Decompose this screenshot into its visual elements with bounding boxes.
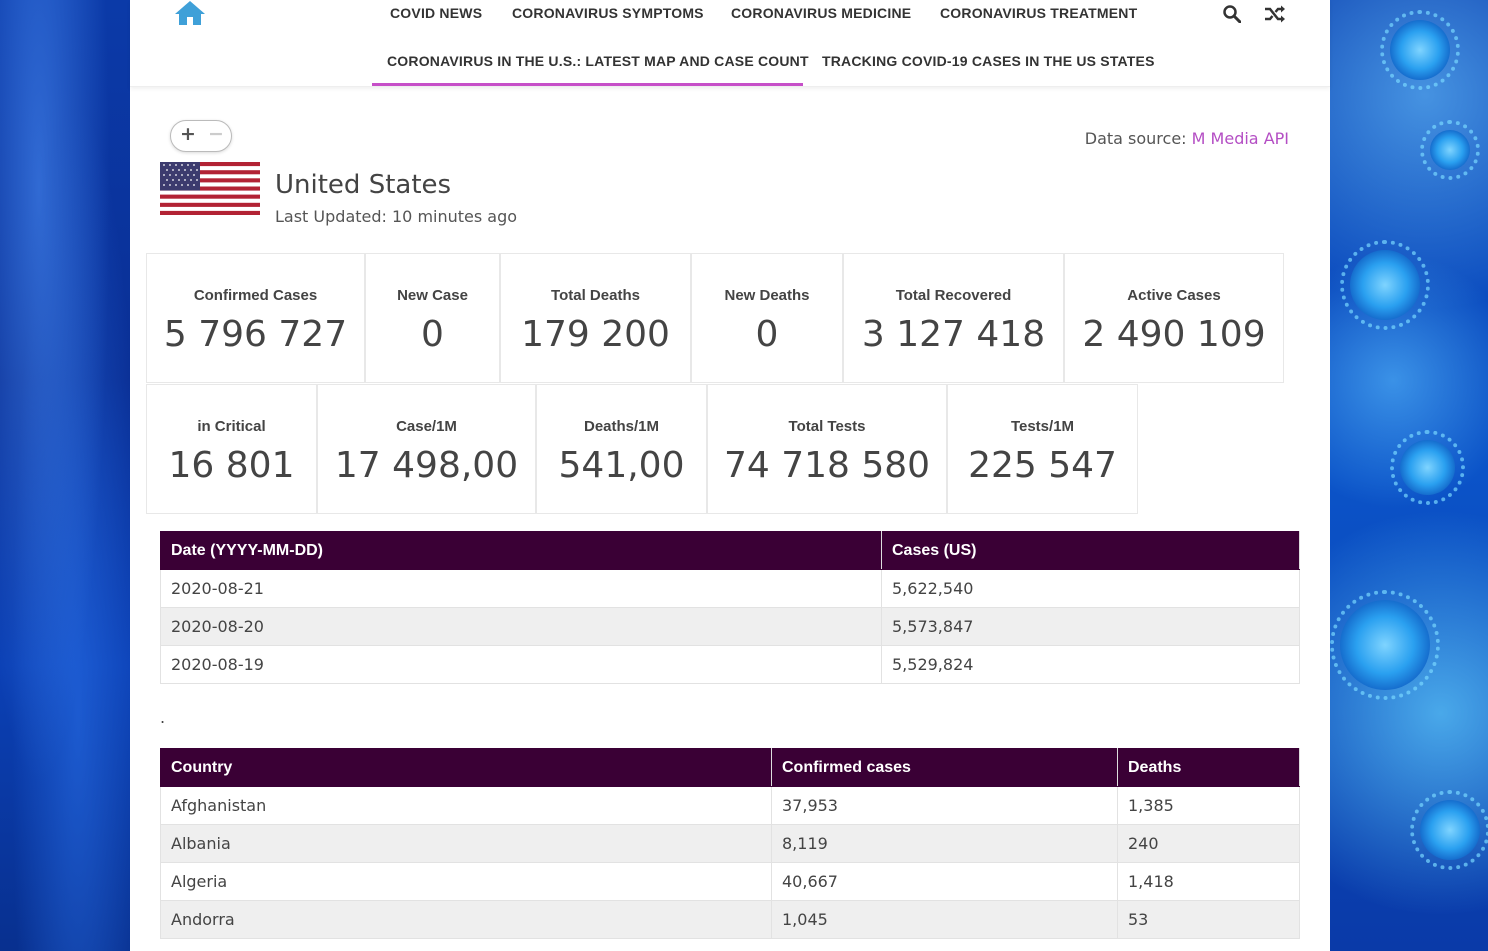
stat-value: 5 796 727 <box>163 314 348 355</box>
map-zoom-control: + − <box>170 120 232 152</box>
table-row: 2020-08-20 5,573,847 <box>160 607 1300 646</box>
stat-card-total-tests: Total Tests 74 718 580 <box>707 384 947 514</box>
nav-item-coronavirus-treatment[interactable]: CORONAVIRUS TREATMENT <box>940 5 1138 21</box>
stat-card-total-recovered: Total Recovered 3 127 418 <box>843 253 1064 383</box>
us-flag-icon <box>160 162 260 215</box>
country-name: United States <box>275 170 452 200</box>
cell-deaths: 1,418 <box>1117 862 1300 901</box>
stat-card-in-critical: in Critical 16 801 <box>146 384 317 514</box>
separator-dot: . <box>160 708 166 727</box>
shuffle-icon[interactable] <box>1264 4 1286 24</box>
cell-cases: 5,622,540 <box>881 569 1300 608</box>
column-header-date[interactable]: Date (YYYY-MM-DD) <box>160 531 882 570</box>
cell-deaths: 53 <box>1117 900 1300 939</box>
cell-date: 2020-08-20 <box>160 607 882 646</box>
stat-label: New Deaths <box>724 287 810 304</box>
table-header-row: Country Confirmed cases Deaths <box>160 748 1300 787</box>
column-header-country[interactable]: Country <box>160 748 772 787</box>
stat-card-deaths-per-1m: Deaths/1M 541,00 <box>536 384 707 514</box>
stat-card-active-cases: Active Cases 2 490 109 <box>1064 253 1284 383</box>
stat-value: 179 200 <box>521 314 670 355</box>
stat-value: 0 <box>421 314 444 355</box>
stat-label: Total Tests <box>788 418 866 435</box>
column-header-cases[interactable]: Cases (US) <box>881 531 1300 570</box>
last-updated: Last Updated: 10 minutes ago <box>275 207 518 226</box>
zoom-out-button[interactable]: − <box>208 123 224 145</box>
data-source-link[interactable]: M Media API <box>1191 129 1289 148</box>
stat-label: Deaths/1M <box>583 418 660 435</box>
us-history-table: Date (YYYY-MM-DD) Cases (US) 2020-08-21 … <box>160 531 1300 684</box>
zoom-in-button[interactable]: + <box>180 123 196 145</box>
nav-item-coronavirus-medicine[interactable]: CORONAVIRUS MEDICINE <box>731 5 912 21</box>
table-row: Albania 8,119 240 <box>160 824 1300 863</box>
stat-label: in Critical <box>197 418 266 435</box>
stat-label: Active Cases <box>1127 287 1221 304</box>
stat-value: 0 <box>755 314 779 355</box>
stat-value: 17 498,00 <box>334 445 519 486</box>
nav-item-us-latest-map[interactable]: CORONAVIRUS IN THE U.S.: LATEST MAP AND … <box>387 53 809 69</box>
top-navigation: COVID NEWS CORONAVIRUS SYMPTOMS CORONAVI… <box>130 0 1330 87</box>
cell-deaths: 240 <box>1117 824 1300 863</box>
background-right-virus-image <box>1330 0 1488 951</box>
cell-confirmed: 40,667 <box>771 862 1118 901</box>
stat-card-new-deaths: New Deaths 0 <box>691 253 843 383</box>
stat-card-confirmed-cases: Confirmed Cases 5 796 727 <box>146 253 365 383</box>
stat-value: 541,00 <box>558 445 685 486</box>
stat-card-case-per-1m: Case/1M 17 498,00 <box>317 384 536 514</box>
table-row: 2020-08-21 5,622,540 <box>160 569 1300 608</box>
stat-value: 74 718 580 <box>723 445 931 486</box>
column-header-deaths[interactable]: Deaths <box>1117 748 1300 787</box>
table-row: 2020-08-19 5,529,824 <box>160 645 1300 684</box>
stat-label: Case/1M <box>396 418 457 435</box>
stat-value: 3 127 418 <box>861 314 1046 355</box>
table-row: Algeria 40,667 1,418 <box>160 862 1300 901</box>
nav-item-covid-news[interactable]: COVID NEWS <box>390 5 483 21</box>
data-source-label: Data source: <box>1084 129 1187 148</box>
table-row: Afghanistan 37,953 1,385 <box>160 786 1300 825</box>
cell-date: 2020-08-19 <box>160 645 882 684</box>
cell-confirmed: 8,119 <box>771 824 1118 863</box>
stat-card-new-case: New Case 0 <box>365 253 500 383</box>
cell-confirmed: 1,045 <box>771 900 1118 939</box>
nav-item-tracking-us-states[interactable]: TRACKING COVID-19 CASES IN THE US STATES <box>822 53 1155 69</box>
stat-label: Total Deaths <box>551 287 640 304</box>
stat-value: 16 801 <box>168 445 295 486</box>
cell-country: Algeria <box>160 862 772 901</box>
stat-label: Total Recovered <box>895 287 1012 304</box>
background-left <box>0 0 130 951</box>
cell-country: Albania <box>160 824 772 863</box>
stat-label: Confirmed Cases <box>193 287 318 304</box>
cell-confirmed: 37,953 <box>771 786 1118 825</box>
stat-label: Tests/1M <box>1010 418 1075 435</box>
cell-cases: 5,529,824 <box>881 645 1300 684</box>
cell-country: Afghanistan <box>160 786 772 825</box>
data-source: Data source: M Media API <box>1085 129 1289 148</box>
table-row: Andorra 1,045 53 <box>160 900 1300 939</box>
search-icon[interactable] <box>1223 5 1241 23</box>
nav-active-indicator <box>372 83 803 86</box>
nav-item-coronavirus-symptoms[interactable]: CORONAVIRUS SYMPTOMS <box>512 5 704 21</box>
stat-value: 2 490 109 <box>1082 314 1266 355</box>
page-content: COVID NEWS CORONAVIRUS SYMPTOMS CORONAVI… <box>130 0 1330 951</box>
cell-country: Andorra <box>160 900 772 939</box>
stat-card-tests-per-1m: Tests/1M 225 547 <box>947 384 1138 514</box>
stat-label: New Case <box>397 287 468 304</box>
table-header-row: Date (YYYY-MM-DD) Cases (US) <box>160 531 1300 570</box>
cell-deaths: 1,385 <box>1117 786 1300 825</box>
stat-card-total-deaths: Total Deaths 179 200 <box>500 253 691 383</box>
country-cases-table: Country Confirmed cases Deaths Afghanist… <box>160 748 1300 939</box>
cell-cases: 5,573,847 <box>881 607 1300 646</box>
stat-value: 225 547 <box>968 445 1117 486</box>
cell-date: 2020-08-21 <box>160 569 882 608</box>
home-icon[interactable] <box>174 0 206 26</box>
column-header-confirmed[interactable]: Confirmed cases <box>771 748 1118 787</box>
